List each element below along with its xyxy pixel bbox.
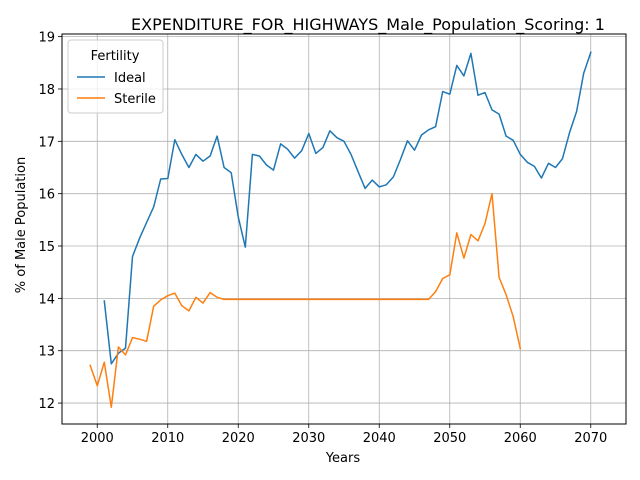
series-lines (89, 51, 592, 408)
y-tick-label: 18 (38, 83, 55, 98)
x-tick-label: 2040 (363, 431, 396, 446)
x-tick-label: 2060 (504, 431, 537, 446)
legend-label-sterile: Sterile (114, 92, 156, 107)
x-tick-label: 2010 (151, 431, 184, 446)
legend-label-ideal: Ideal (114, 71, 146, 86)
y-tick-label: 17 (38, 135, 55, 150)
legend: Fertility Ideal Sterile (67, 39, 164, 114)
legend-box (67, 39, 164, 114)
x-tick-label: 2000 (81, 431, 114, 446)
y-tick-label: 16 (38, 188, 55, 203)
y-tick-label: 19 (38, 31, 55, 46)
x-tick-label: 2020 (222, 431, 255, 446)
y-tick-label: 15 (38, 240, 55, 255)
y-tick-label: 13 (38, 345, 55, 360)
y-tick-label: 14 (38, 292, 55, 307)
plot-area (61, 33, 627, 425)
x-tick-label: 2030 (292, 431, 325, 446)
x-tick-label: 2070 (574, 431, 607, 446)
chart-title: EXPENDITURE_FOR_HIGHWAYS_Male_Population… (131, 15, 605, 35)
x-axis-label: Years (325, 451, 361, 466)
y-tick-label: 12 (38, 397, 55, 412)
x-tick-label: 2050 (433, 431, 466, 446)
y-axis-label: % of Male Population (14, 157, 29, 293)
series-line-sterile (89, 192, 522, 408)
x-axis-ticks: 2000 2010 2020 2030 2040 2050 2060 2070 (81, 424, 607, 446)
series-line-ideal (103, 51, 592, 365)
y-axis-ticks: 12 13 14 15 16 17 18 19 (38, 31, 62, 412)
legend-title: Fertility (91, 49, 140, 64)
